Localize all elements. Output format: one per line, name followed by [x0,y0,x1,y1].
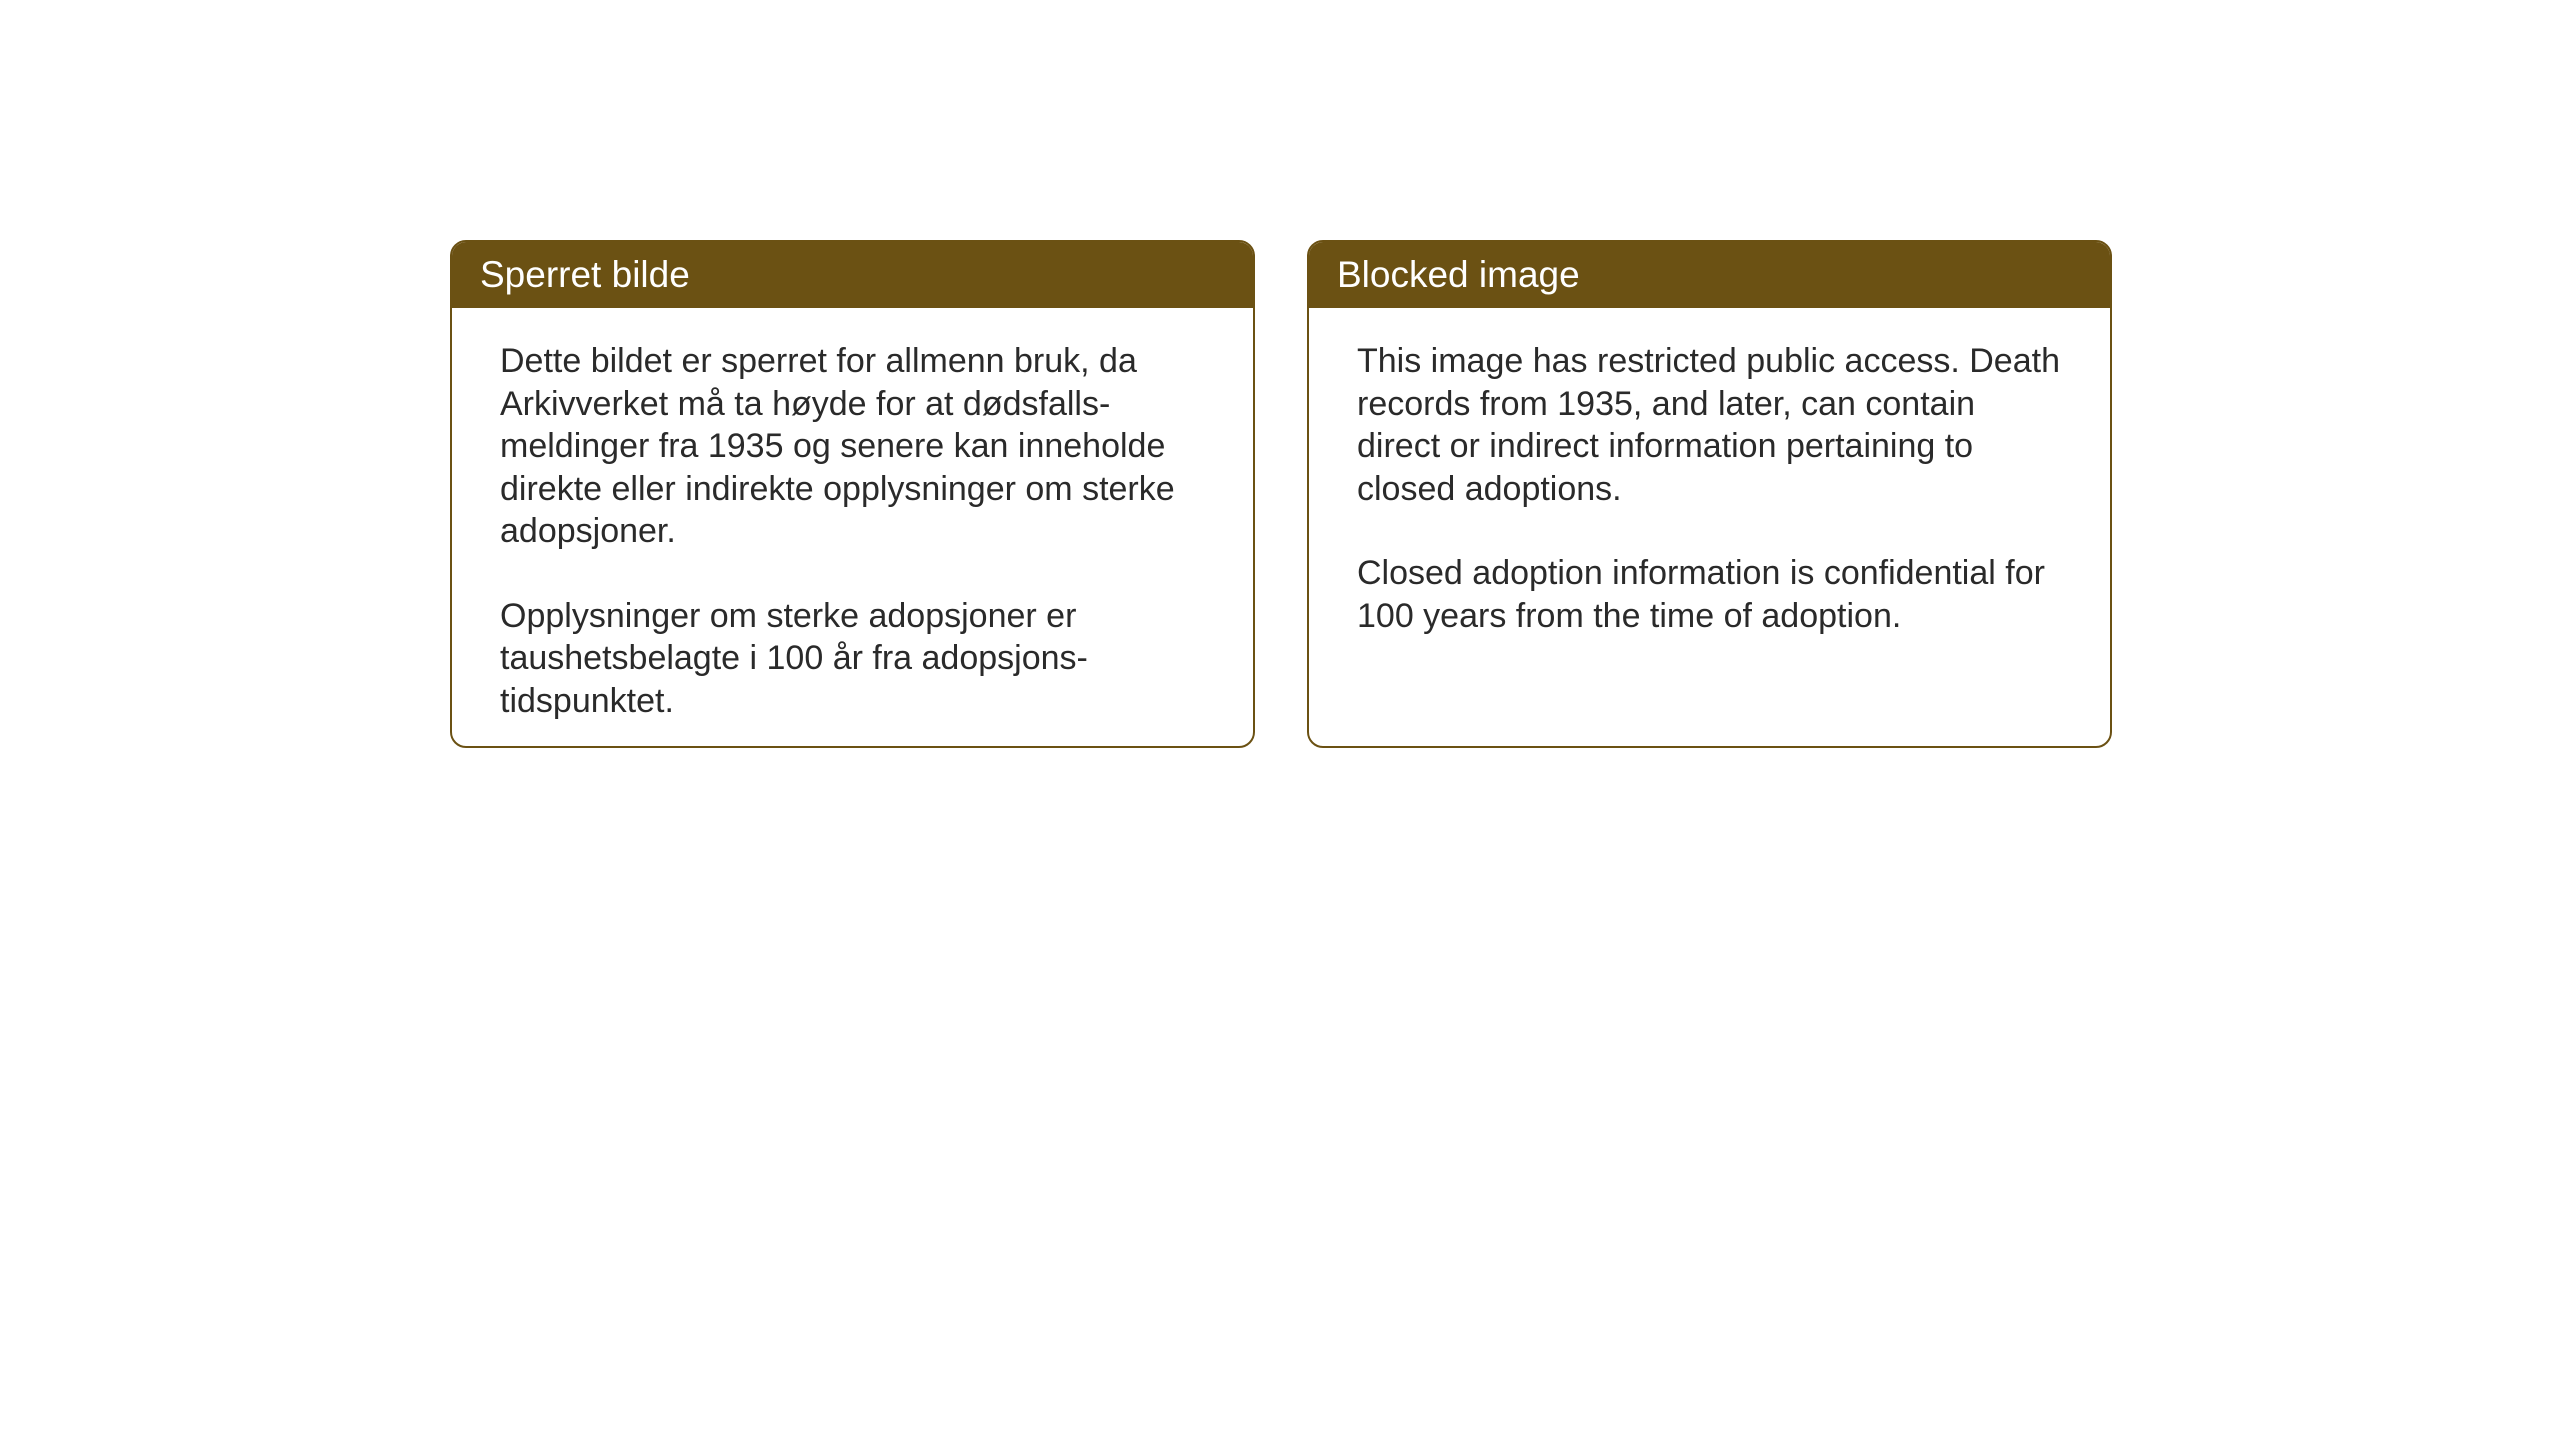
english-paragraph-2: Closed adoption information is confident… [1357,552,2062,637]
norwegian-card-body: Dette bildet er sperret for allmenn bruk… [452,308,1253,748]
notice-container: Sperret bilde Dette bildet er sperret fo… [450,240,2112,748]
english-card-body: This image has restricted public access.… [1309,308,2110,669]
english-notice-card: Blocked image This image has restricted … [1307,240,2112,748]
norwegian-notice-card: Sperret bilde Dette bildet er sperret fo… [450,240,1255,748]
english-paragraph-1: This image has restricted public access.… [1357,340,2062,510]
norwegian-paragraph-2: Opplysninger om sterke adopsjoner er tau… [500,595,1205,723]
norwegian-paragraph-1: Dette bildet er sperret for allmenn bruk… [500,340,1205,553]
english-card-title: Blocked image [1309,242,2110,308]
norwegian-card-title: Sperret bilde [452,242,1253,308]
